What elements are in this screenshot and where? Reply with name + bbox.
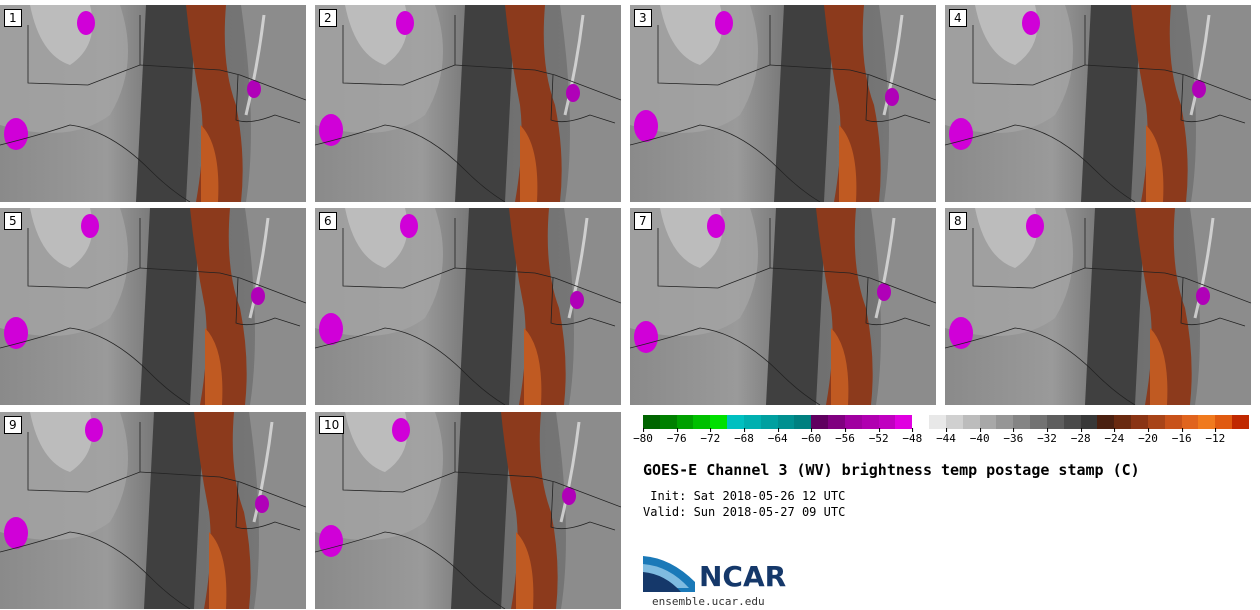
- colorbar-segment: [659, 415, 677, 429]
- colorbar-segment: [1147, 415, 1165, 429]
- colorbar-segment: [1030, 415, 1047, 429]
- colorbar-segment: [1080, 415, 1098, 429]
- colorbar-segment: [828, 415, 845, 429]
- init-time: Init: Sat 2018-05-26 12 UTC: [643, 489, 846, 503]
- colorbar-segment: [1013, 415, 1031, 429]
- panel-number-label: 3: [634, 9, 652, 27]
- colorbar-segment: [1181, 415, 1199, 429]
- stamp-panel-5: 5: [0, 208, 306, 405]
- stamp-panel-3: 3: [630, 5, 936, 202]
- colorbar-segment: [1097, 415, 1115, 429]
- colorbar-segment: [1046, 415, 1064, 429]
- colorbar-tick-label: −32: [1037, 428, 1057, 445]
- colorbar-segment: [643, 415, 660, 429]
- colorbar-segment: [979, 415, 997, 429]
- stamp-panel-9: 9: [0, 412, 306, 609]
- stamp-panel-7: 7: [630, 208, 936, 405]
- stamp-panel-4: 4: [945, 5, 1251, 202]
- colorbar-tick-label: −68: [734, 428, 754, 445]
- colorbar-tick-label: −60: [801, 428, 822, 445]
- panel-number-label: 4: [949, 9, 967, 27]
- colorbar-segment: [1063, 415, 1081, 429]
- colorbar-tick-label: −24: [1104, 428, 1125, 445]
- colorbar-tick-label: −20: [1138, 428, 1158, 445]
- panel-number-label: 7: [634, 212, 652, 230]
- panel-number-label: 10: [319, 416, 345, 434]
- colorbar-tick-label: −44: [936, 428, 956, 445]
- colorbar: [643, 415, 1249, 429]
- colorbar-segment: [844, 415, 862, 429]
- panel-number-label: 1: [4, 9, 22, 27]
- colorbar-tick-label: −28: [1070, 428, 1091, 445]
- colorbar-segment: [676, 415, 694, 429]
- colorbar-segment: [996, 415, 1014, 429]
- colorbar-segment: [962, 415, 980, 429]
- colorbar-segment: [895, 415, 913, 429]
- colorbar-segment: [743, 415, 761, 429]
- colorbar-segment: [1231, 415, 1249, 429]
- colorbar-segment: [794, 415, 812, 429]
- colorbar-tick-label: −16: [1171, 428, 1192, 445]
- colorbar-tick-label: −76: [666, 428, 687, 445]
- colorbar-tick-label: −52: [868, 428, 889, 445]
- colorbar-segment: [1215, 415, 1232, 429]
- colorbar-segment: [1164, 415, 1182, 429]
- stamp-panel-1: 1: [0, 5, 306, 202]
- colorbar-segment: [861, 415, 879, 429]
- time-info: Init: Sat 2018-05-26 12 UTC Valid: Sun 2…: [643, 488, 845, 520]
- colorbar-segment: [811, 415, 829, 429]
- colorbar-segment: [929, 415, 946, 429]
- colorbar-tick-label: −12: [1205, 428, 1226, 445]
- colorbar-segment: [878, 415, 896, 429]
- colorbar-tick-label: −40: [969, 428, 990, 445]
- stamp-panel-2: 2: [315, 5, 621, 202]
- colorbar-segment: [1198, 415, 1216, 429]
- panel-number-label: 9: [4, 416, 22, 434]
- figure-title: GOES-E Channel 3 (WV) brightness temp po…: [643, 461, 1140, 479]
- panel-number-label: 8: [949, 212, 967, 230]
- colorbar-tick-label: −80: [633, 428, 653, 445]
- colorbar-segment: [912, 415, 930, 429]
- colorbar-ticks: −80 −76 −72 −68 −64 −60 −56 −52 −48 −44 −40 −36 −32−…: [633, 428, 1249, 448]
- colorbar-segment: [727, 415, 744, 429]
- ncar-logo-icon: [643, 556, 695, 592]
- colorbar-tick-label: −48: [902, 428, 923, 445]
- colorbar-tick-label: −36: [1003, 428, 1024, 445]
- colorbar-segment: [945, 415, 963, 429]
- panel-number-label: 6: [319, 212, 337, 230]
- colorbar-tick-label: −56: [835, 428, 855, 445]
- colorbar-segment: [777, 415, 795, 429]
- colorbar-segment: [693, 415, 711, 429]
- logo-text: NCAR: [699, 560, 787, 593]
- panel-number-label: 2: [319, 9, 337, 27]
- stamp-panel-10: 10: [315, 412, 621, 609]
- colorbar-segment: [760, 415, 778, 429]
- colorbar-tick-label: −64: [767, 428, 788, 445]
- valid-time: Valid: Sun 2018-05-27 09 UTC: [643, 505, 846, 519]
- stamp-panel-6: 6: [315, 208, 621, 405]
- colorbar-segment: [1114, 415, 1132, 429]
- panel-number-label: 5: [4, 212, 22, 230]
- colorbar-segment: [710, 415, 728, 429]
- logo-url: ensemble.ucar.edu: [652, 595, 765, 608]
- colorbar-segment: [1131, 415, 1148, 429]
- stamp-panel-8: 8: [945, 208, 1251, 405]
- colorbar-tick-label: −72: [700, 428, 721, 445]
